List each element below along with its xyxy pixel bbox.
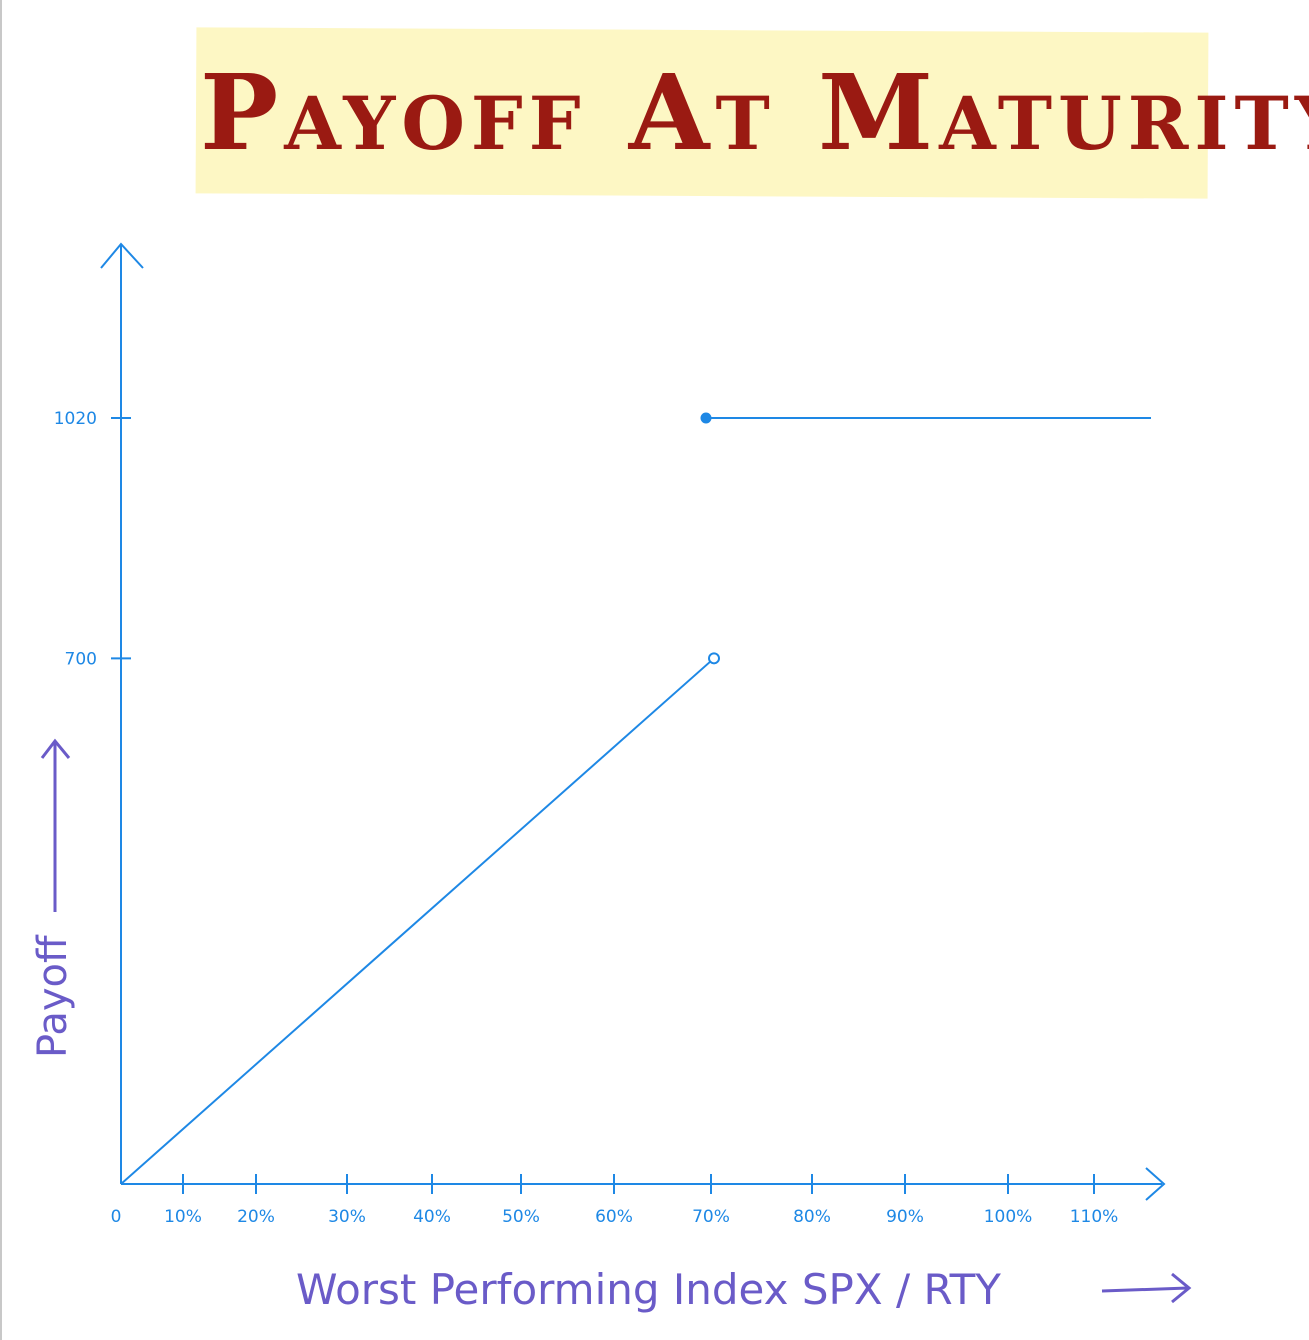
y-tick-label: 1020 bbox=[54, 409, 97, 429]
page-left-border bbox=[0, 0, 2, 1340]
y-axis-ticks: 700 1020 bbox=[54, 409, 131, 669]
y-axis-title-arrow-head bbox=[40, 738, 71, 759]
x-axis-arrow-head bbox=[1145, 1167, 1166, 1201]
x-tick-label: 20% bbox=[237, 1207, 275, 1227]
chart-title: Payoff At Maturity bbox=[200, 51, 1309, 174]
x-axis-title: Worst Performing Index SPX / RTY bbox=[296, 1265, 1001, 1314]
x-tick-label: 80% bbox=[793, 1207, 831, 1227]
y-axis-arrow-head bbox=[100, 242, 144, 269]
x-tick-label: 100% bbox=[984, 1207, 1033, 1227]
open-circle-marker bbox=[708, 652, 720, 665]
x-tick-label: 70% bbox=[692, 1207, 730, 1227]
payoff-series bbox=[120, 412, 1151, 1185]
x-axis-title-arrow-head bbox=[1171, 1272, 1192, 1304]
x-axis-ticks: 0 10% 20% 30% 40% 50% 60% 70% 80% 90% 100% 110% bbox=[111, 1174, 1119, 1227]
x-axis-title-arrow bbox=[1101, 1286, 1189, 1293]
x-tick-label: 40% bbox=[413, 1207, 451, 1227]
filled-circle-marker bbox=[700, 412, 712, 424]
y-axis-title: Payoff bbox=[30, 934, 76, 1058]
payoff-line-below-barrier bbox=[120, 657, 715, 1185]
x-tick-label: 60% bbox=[595, 1207, 633, 1227]
x-tick-label: 30% bbox=[328, 1207, 366, 1227]
x-tick-label: 110% bbox=[1070, 1207, 1119, 1227]
x-tick-label: 50% bbox=[502, 1207, 540, 1227]
x-tick-label: 90% bbox=[886, 1207, 924, 1227]
axes bbox=[100, 242, 1166, 1201]
y-tick-label: 700 bbox=[65, 649, 97, 669]
x-tick-label: 0 bbox=[111, 1207, 122, 1227]
x-tick-label: 10% bbox=[164, 1207, 202, 1227]
